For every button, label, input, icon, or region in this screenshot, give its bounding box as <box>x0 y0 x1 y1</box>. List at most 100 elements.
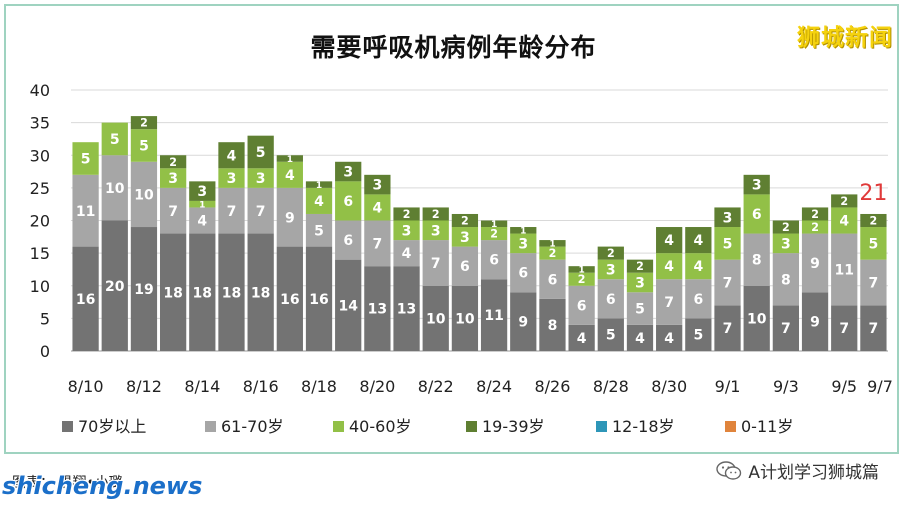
bar-segment <box>743 285 770 351</box>
bar-segment <box>801 220 829 234</box>
bar-segment <box>422 240 449 286</box>
wechat-account[interactable]: A计划学习狮城篇 <box>716 458 879 483</box>
legend-label: 19-39岁 <box>482 417 545 436</box>
bar-data-label: 3 <box>373 178 383 194</box>
bar-data-label: 3 <box>460 230 470 246</box>
bar-segment <box>626 272 654 293</box>
bar-data-label: 10 <box>426 311 446 327</box>
bar-segment <box>189 200 216 208</box>
bar-data-label: 3 <box>431 223 441 239</box>
bar-segment <box>860 305 887 351</box>
bar-segment <box>72 246 99 351</box>
bar-segment <box>364 220 391 267</box>
bar-segment <box>510 227 537 234</box>
y-tick-label: 5 <box>40 309 50 328</box>
bar-segment <box>72 142 99 175</box>
bar-data-label: 7 <box>869 276 879 292</box>
bar-data-label: 10 <box>105 181 125 197</box>
bar-data-label: 2 <box>432 208 440 221</box>
bar-segment <box>743 233 770 286</box>
bar-data-label: 16 <box>309 292 328 308</box>
bar-data-label: 7 <box>168 204 178 220</box>
bar-data-label: 4 <box>402 246 412 262</box>
bar-data-label: 2 <box>636 260 644 273</box>
bar-data-label: 5 <box>81 152 91 168</box>
bar-data-label: 3 <box>606 262 616 278</box>
bar-data-label: 16 <box>280 292 299 308</box>
bar-segment <box>714 305 741 351</box>
bar-segment <box>422 220 449 241</box>
bar-segment <box>772 220 800 234</box>
bar-segment <box>743 174 770 195</box>
legend-swatch <box>205 421 216 432</box>
bar-data-label: 8 <box>548 318 558 334</box>
bar-segment <box>276 161 303 188</box>
bar-segment <box>656 227 683 254</box>
bar-segment <box>480 227 508 241</box>
bar-segment <box>189 181 216 201</box>
bar-segment <box>685 318 712 351</box>
bar-segment <box>335 220 362 260</box>
bar-data-label: 3 <box>197 184 207 200</box>
bar-data-label: 2 <box>811 208 819 221</box>
bar-segment <box>130 227 158 351</box>
bar-segment <box>451 213 479 228</box>
bar-segment <box>860 259 887 306</box>
bar-segment <box>510 292 537 351</box>
x-tick-label: 8/20 <box>359 377 395 396</box>
bar-data-label: 18 <box>163 285 182 301</box>
credit-text: 图表： 黒翔•小璐 <box>12 475 123 491</box>
bar-segment <box>685 253 712 280</box>
bar-segment <box>831 194 858 208</box>
bar-data-label: 6 <box>606 292 616 308</box>
bar-segment <box>685 227 712 254</box>
x-tick-label: 8/22 <box>418 377 454 396</box>
bar-data-label: 3 <box>343 165 353 181</box>
bar-data-label: 13 <box>368 302 387 318</box>
bar-data-label: 6 <box>518 266 528 282</box>
bar-data-label: 7 <box>781 321 791 337</box>
bar-segment <box>247 187 274 234</box>
x-tick-label: 9/1 <box>715 377 741 396</box>
bar-segment <box>101 220 128 351</box>
y-tick-label: 35 <box>30 114 50 133</box>
bar-segment <box>801 233 829 293</box>
bar-segment <box>276 246 303 351</box>
legend-swatch <box>62 421 73 432</box>
bar-data-label: 4 <box>664 259 674 275</box>
bar-segment <box>393 220 420 241</box>
bar-segment <box>451 227 479 247</box>
bar-segment <box>422 285 449 351</box>
bar-data-label: 2 <box>840 195 848 208</box>
bar-data-label: 6 <box>460 259 470 275</box>
bar-segment <box>568 266 595 273</box>
bar-segment <box>860 227 887 260</box>
bar-segment <box>189 233 216 351</box>
bar-segment <box>247 233 274 351</box>
bar-segment <box>597 318 624 351</box>
bar-data-label: 5 <box>314 223 324 239</box>
bar-data-label: 6 <box>548 272 558 288</box>
bar-data-label: 9 <box>518 315 528 331</box>
bar-data-label: 3 <box>635 276 645 292</box>
bar-segment <box>218 142 245 169</box>
y-tick-label: 30 <box>30 146 50 165</box>
bar-segment <box>480 279 508 351</box>
bar-data-label: 10 <box>455 311 475 327</box>
bar-segment <box>101 122 128 156</box>
bar-segment <box>510 233 537 254</box>
bar-data-label: 10 <box>134 187 154 203</box>
bar-data-label: 3 <box>752 178 762 194</box>
bar-segment <box>305 213 333 247</box>
bar-data-label: 18 <box>193 285 212 301</box>
bar-data-label: 1 <box>199 200 205 210</box>
bar-segment <box>276 187 303 247</box>
bar-data-label: 18 <box>222 285 241 301</box>
bar-segment <box>393 240 420 267</box>
bar-segment <box>159 155 187 169</box>
bar-data-label: 2 <box>811 221 819 234</box>
bar-data-label: 2 <box>403 208 411 221</box>
bar-segment <box>597 259 624 280</box>
bar-segment <box>597 279 624 319</box>
